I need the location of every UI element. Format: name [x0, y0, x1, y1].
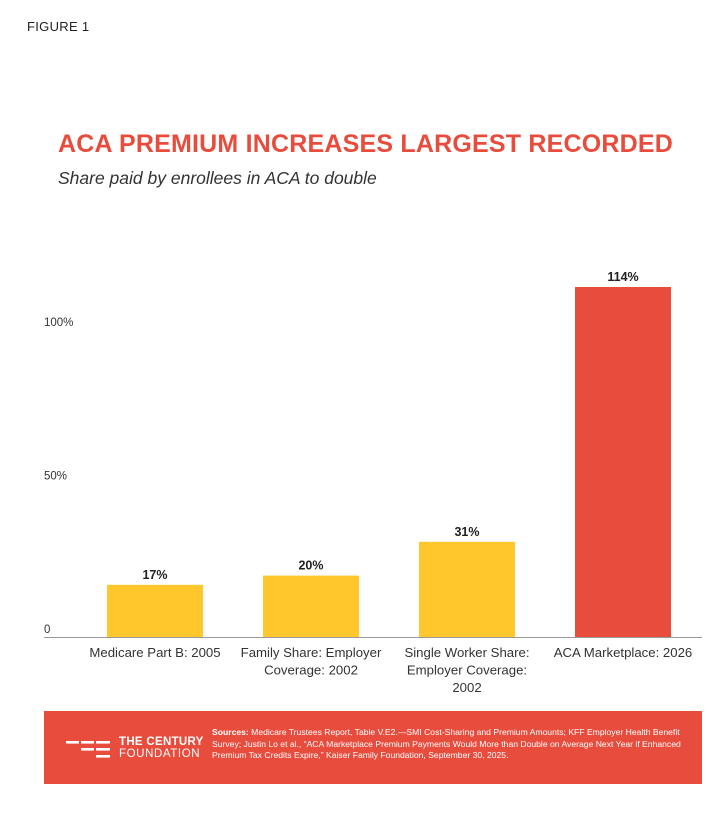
logo-line-2: FOUNDATION: [119, 748, 201, 760]
x-category-label: Medicare Part B: 2005: [89, 645, 220, 660]
logo-wordmark: THE CENTURY FOUNDATION: [119, 736, 204, 760]
sources-label: Sources:: [212, 727, 249, 737]
sources-note: Sources: Medicare Trustees Report, Table…: [212, 727, 696, 762]
chart-subtitle: Share paid by enrollees in ACA to double: [58, 168, 377, 188]
footer-banner: THE CENTURY FOUNDATION Sources: Medicare…: [44, 711, 702, 784]
bar-value-label: 31%: [454, 525, 479, 539]
sources-text: Medicare Trustees Report, Table V.E2.—SM…: [212, 727, 681, 760]
century-foundation-logo: THE CENTURY FOUNDATION: [66, 736, 206, 762]
bar: [575, 287, 671, 637]
bar-value-label: 20%: [298, 559, 323, 573]
logo-mark-icon: [66, 741, 110, 758]
chart-title: ACA PREMIUM INCREASES LARGEST RECORDED: [58, 130, 674, 158]
x-category-label: Family Share: Employer Coverage: 2002: [241, 645, 382, 678]
logo-line-1: THE CENTURY: [119, 736, 204, 748]
y-tick-label: 100%: [44, 317, 73, 329]
bar-value-label: 114%: [607, 270, 638, 284]
y-tick-label: 0: [44, 624, 50, 636]
figure-label: FIGURE 1: [27, 19, 90, 34]
bar: [263, 575, 359, 637]
x-category-label: ACA Marketplace: 2026: [554, 645, 693, 660]
x-category-label: Single Worker Share: Employer Coverage: 20…: [404, 645, 529, 695]
bar-chart: 0 50% 100% 17% Medicare Part B: 2005 20% Famil…: [44, 270, 702, 695]
bar: [419, 541, 515, 637]
y-tick-label: 50%: [44, 470, 67, 482]
bar: [107, 584, 203, 637]
bar-value-label: 17%: [142, 568, 167, 582]
